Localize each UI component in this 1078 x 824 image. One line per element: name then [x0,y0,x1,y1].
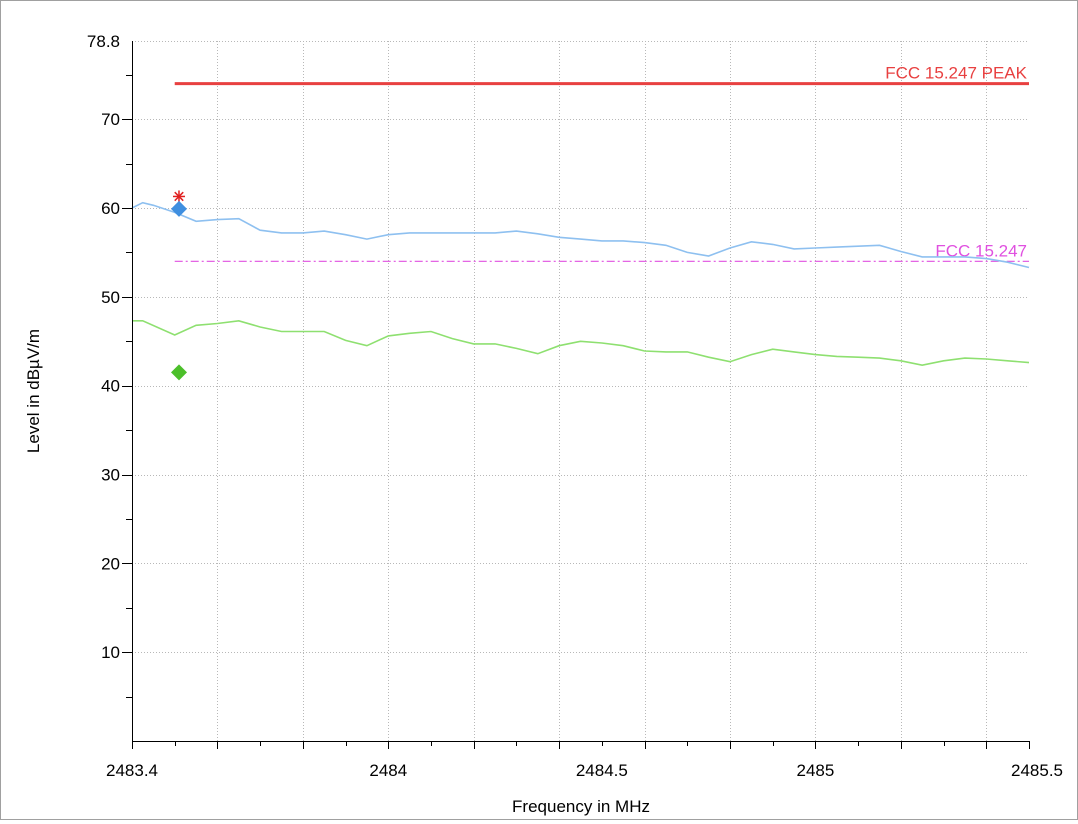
limit-lines: FCC 15.247 PEAK FCC 15.247 [174,64,1029,262]
marker-diamond [170,200,187,217]
marker-diamond [170,364,187,381]
x-tick-label: 2484.5 [576,761,628,780]
x-tick-label: 2483.4 [106,761,158,780]
series-lines [131,201,1030,367]
x-tick-label: 2484 [369,761,407,780]
plot-area [132,41,1029,741]
y-tick-label: 30 [101,466,120,485]
tick-labels: 2483.4 2484 2484.5 2485 2485.5 78.8 70 60 50 40 30… [87,32,1063,780]
markers [170,190,187,381]
y-tick-label: 20 [101,554,120,573]
limit-label: FCC 15.247 [935,241,1027,260]
y-tick-label: 40 [101,377,120,396]
grid [132,41,1029,741]
limit-label: FCC 15.247 PEAK [885,64,1027,83]
y-tick-label: 10 [101,643,120,662]
series-line [132,319,1030,367]
marker-asterisk [172,190,185,203]
marker-asterisk-stroke [174,191,184,202]
x-tick-label: 2485.5 [1011,761,1063,780]
y-tick-label: 70 [101,110,120,129]
axes [132,41,1029,742]
x-axis-label: Frequency in MHz [512,797,650,816]
series-line [131,201,1030,269]
y-tick-label: 60 [101,199,120,218]
y-axis-label: Level in dBµV/m [24,329,43,453]
y-tick-label: 50 [101,288,120,307]
x-tick-label: 2485 [797,761,835,780]
y-tick-label: 78.8 [87,32,120,51]
